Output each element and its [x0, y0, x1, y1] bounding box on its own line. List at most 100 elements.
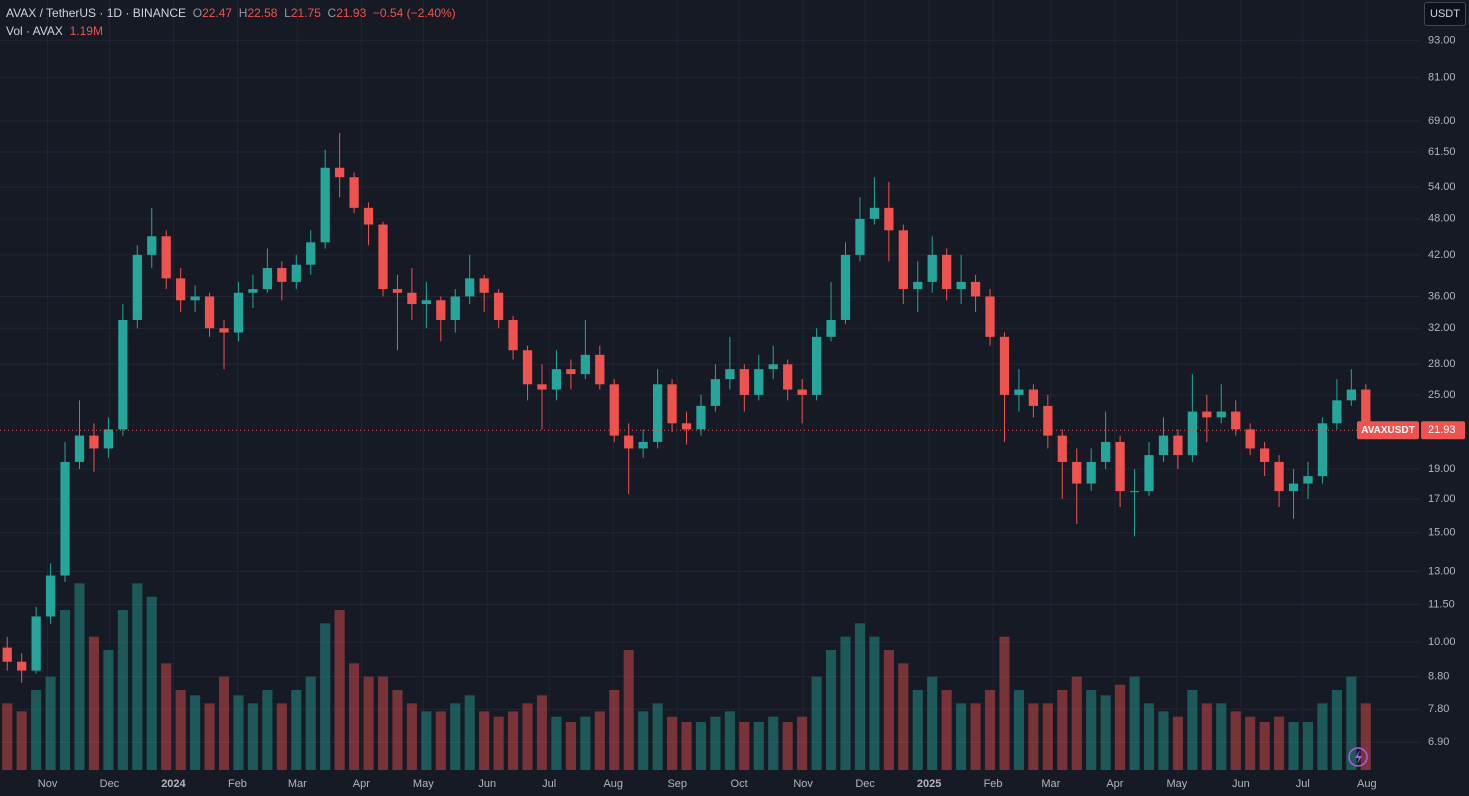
y-tick-label: 19.00 [1428, 463, 1456, 475]
candle-body [436, 300, 446, 320]
volume-bar [377, 676, 389, 770]
symbol-tag: AVAXUSDT [1361, 425, 1415, 436]
volume-bar [16, 711, 27, 770]
candle-body [999, 336, 1010, 395]
candle-body [291, 264, 301, 282]
volume-bar [1274, 716, 1285, 770]
volume-bar [956, 703, 967, 770]
candle-body [45, 575, 56, 617]
candle-body [103, 429, 114, 449]
x-tick-label: Mar [288, 778, 307, 790]
volume-bar [1230, 711, 1241, 770]
volume-bar [594, 711, 605, 770]
candle-body [89, 435, 99, 449]
candle-body [913, 281, 923, 290]
x-tick-label: Jul [1296, 778, 1310, 790]
candle-body [580, 354, 590, 375]
volume-bar [103, 650, 114, 770]
candle-body [132, 254, 142, 320]
change: −0.54 [372, 6, 404, 20]
symbol: AVAX / TetherUS · 1D · BINANCE [6, 6, 187, 20]
volume-bar [508, 711, 519, 770]
y-tick-label: 17.00 [1428, 493, 1456, 505]
symbol-tag-box [1357, 421, 1419, 440]
candle-body [349, 177, 359, 208]
x-tick-label: May [413, 778, 434, 790]
x-tick-label: Nov [793, 778, 813, 790]
y-tick-label: 6.90 [1428, 736, 1449, 748]
volume-bar [551, 716, 562, 770]
volume-bar [667, 716, 678, 770]
volume-bar [869, 636, 880, 770]
vol-value: 1.19M [69, 24, 103, 38]
candle-body [754, 369, 764, 395]
candle-body [927, 254, 937, 282]
candle-body [855, 218, 865, 255]
volume-bar [406, 703, 417, 770]
last-price-label: 21.93 [1428, 424, 1456, 436]
y-tick-label: 42.00 [1428, 249, 1456, 261]
volume-bar [464, 695, 475, 770]
volume-bar [753, 722, 764, 770]
candle-body [783, 364, 793, 390]
volume-bar [638, 711, 649, 770]
candle-body [1129, 491, 1140, 493]
y-tick-label: 36.00 [1428, 290, 1456, 302]
ohlc-row: AVAX / TetherUS · 1D · BINANCE O22.47 H2… [6, 4, 456, 22]
candle-body [31, 616, 41, 671]
candle-body [248, 289, 258, 293]
candle-body [479, 278, 489, 293]
candle-body [1173, 435, 1183, 456]
volume-bar [74, 583, 85, 770]
candle-body [956, 281, 966, 290]
candle-body [595, 354, 605, 385]
change-pct: (−2.40%) [406, 6, 456, 20]
currency-button[interactable]: USDT [1424, 2, 1466, 26]
candle-body [1231, 411, 1241, 430]
h-label: H [238, 6, 248, 20]
volume-bar [883, 650, 894, 770]
y-tick-label: 28.00 [1428, 358, 1456, 370]
candle-body [508, 319, 518, 351]
x-tick-label: Sep [667, 778, 687, 790]
candle-body [378, 224, 388, 290]
candle-body [797, 389, 807, 395]
volume-bar [739, 722, 750, 770]
volume-bar [334, 610, 345, 770]
volume-bar [797, 716, 808, 770]
volume-bar [1086, 690, 1097, 770]
x-tick-label: May [1167, 778, 1188, 790]
candle-body [566, 369, 576, 375]
volume-bar [695, 722, 707, 770]
candle-body [624, 435, 634, 449]
volume-bar [999, 636, 1010, 770]
volume-bar [493, 716, 504, 770]
high-value: 22.58 [247, 6, 278, 20]
candle-body [1144, 455, 1154, 492]
y-tick-label: 48.00 [1428, 213, 1456, 225]
volume-bar [1302, 722, 1314, 770]
volume-bar [1158, 711, 1169, 770]
y-tick-label: 25.00 [1428, 389, 1456, 401]
candle-body [1303, 476, 1313, 484]
candle-body [840, 254, 851, 320]
candle-body [219, 328, 229, 333]
candle-body [970, 281, 981, 297]
candle-body [638, 441, 648, 449]
candle-body [1317, 423, 1328, 477]
x-tick-label: Apr [353, 778, 370, 790]
y-tick-label: 15.00 [1428, 527, 1456, 539]
y-tick-label: 54.00 [1428, 181, 1456, 193]
candle-body [1245, 429, 1255, 449]
volume-bar [132, 583, 143, 770]
candle-body [1260, 448, 1270, 462]
candle-body [681, 423, 692, 430]
lightning-icon[interactable] [1348, 747, 1368, 767]
volume-bar [2, 703, 13, 770]
volume-bar [1346, 676, 1357, 770]
volume-bar [912, 690, 923, 770]
candle-body [1361, 389, 1371, 431]
x-tick-label: Jun [478, 778, 496, 790]
